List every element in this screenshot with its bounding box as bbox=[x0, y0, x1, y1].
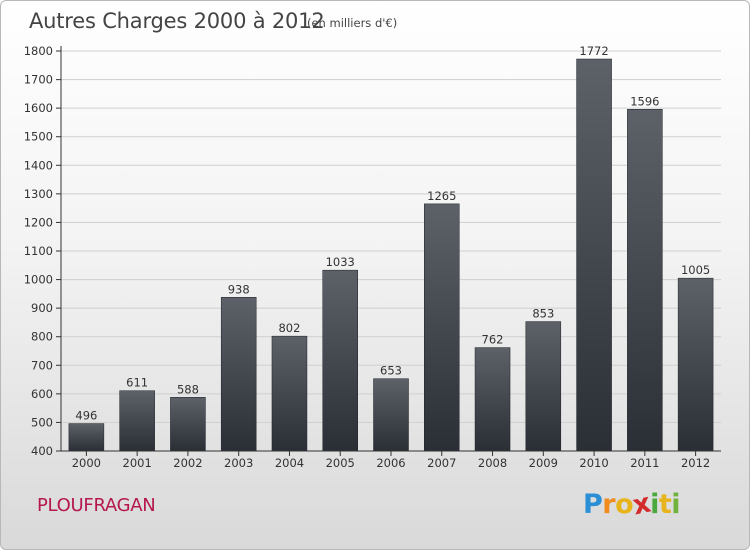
bar-2007 bbox=[424, 203, 460, 452]
labels: 400 500 600 700 800 900 1000 1100 1200 1300 1400 15… bbox=[24, 44, 711, 470]
x-tick-label: 2009 bbox=[529, 456, 558, 470]
y-tick-label: 500 bbox=[31, 415, 53, 429]
data-label: 762 bbox=[482, 333, 504, 347]
axes bbox=[56, 46, 721, 456]
x-tick-label: 2011 bbox=[630, 456, 659, 470]
logo-letter: r bbox=[602, 489, 616, 520]
city-name: PLOUFRAGAN bbox=[37, 495, 156, 516]
data-label: 653 bbox=[380, 364, 402, 378]
x-tick-label: 2004 bbox=[275, 456, 304, 470]
x-tick-label: 2008 bbox=[478, 456, 507, 470]
data-label: 1265 bbox=[427, 189, 456, 203]
y-tick-label: 600 bbox=[31, 387, 53, 401]
chart-title: Autres Charges 2000 à 2012 bbox=[29, 9, 325, 33]
bar-2005 bbox=[322, 269, 358, 452]
logo-letter: o bbox=[615, 489, 634, 520]
bar-2006 bbox=[373, 378, 409, 452]
data-label: 1005 bbox=[681, 263, 710, 277]
bar-2001 bbox=[119, 390, 155, 452]
data-label: 802 bbox=[278, 321, 300, 335]
logo-letter: P bbox=[583, 489, 603, 520]
y-tick-label: 1400 bbox=[24, 158, 53, 172]
y-tick-label: 1600 bbox=[24, 101, 53, 115]
bar-2010 bbox=[576, 58, 612, 452]
data-label: 1033 bbox=[326, 255, 355, 269]
x-tick-label: 2005 bbox=[326, 456, 355, 470]
logo-letter: i bbox=[671, 489, 681, 520]
x-tick-label: 2010 bbox=[579, 456, 608, 470]
chart-subtitle: (en milliers d'€) bbox=[307, 16, 398, 30]
bar-2009 bbox=[525, 321, 562, 452]
x-tick-label: 2002 bbox=[173, 456, 202, 470]
proxiti-logo: Proxiti bbox=[583, 488, 681, 522]
bar-2008 bbox=[474, 347, 511, 452]
logo-letter: t bbox=[658, 489, 672, 520]
x-tick-label: 2003 bbox=[224, 456, 253, 470]
bar-2012 bbox=[677, 277, 714, 452]
y-tick-label: 700 bbox=[31, 358, 53, 372]
data-label: 496 bbox=[75, 409, 97, 423]
bar-2002 bbox=[170, 397, 206, 452]
data-label: 1596 bbox=[630, 94, 659, 108]
bar-2011 bbox=[627, 109, 663, 452]
bars bbox=[68, 58, 714, 452]
data-label: 938 bbox=[228, 282, 250, 296]
y-tick-label: 800 bbox=[31, 330, 53, 344]
y-tick-label: 400 bbox=[31, 444, 53, 458]
x-tick-label: 2000 bbox=[72, 456, 101, 470]
bar-2003 bbox=[220, 297, 257, 452]
y-tick-label: 1300 bbox=[24, 187, 53, 201]
bar-2004 bbox=[271, 335, 308, 452]
data-label: 1772 bbox=[579, 44, 608, 58]
x-tick-label: 2006 bbox=[376, 456, 405, 470]
y-tick-label: 900 bbox=[31, 301, 53, 315]
x-tick-label: 2012 bbox=[681, 456, 710, 470]
bar-2000 bbox=[68, 423, 105, 452]
data-label: 611 bbox=[126, 376, 148, 390]
data-label: 853 bbox=[532, 307, 554, 321]
x-tick-label: 2001 bbox=[123, 456, 152, 470]
y-tick-label: 1500 bbox=[24, 130, 53, 144]
x-tick-label: 2007 bbox=[427, 456, 456, 470]
y-tick-label: 1700 bbox=[24, 73, 53, 87]
y-tick-label: 1000 bbox=[24, 273, 53, 287]
logo-letter: i bbox=[650, 489, 659, 520]
y-tick-label: 1800 bbox=[24, 44, 53, 58]
data-label: 588 bbox=[177, 382, 199, 396]
y-tick-label: 1100 bbox=[24, 244, 53, 258]
y-tick-label: 1200 bbox=[24, 215, 53, 229]
